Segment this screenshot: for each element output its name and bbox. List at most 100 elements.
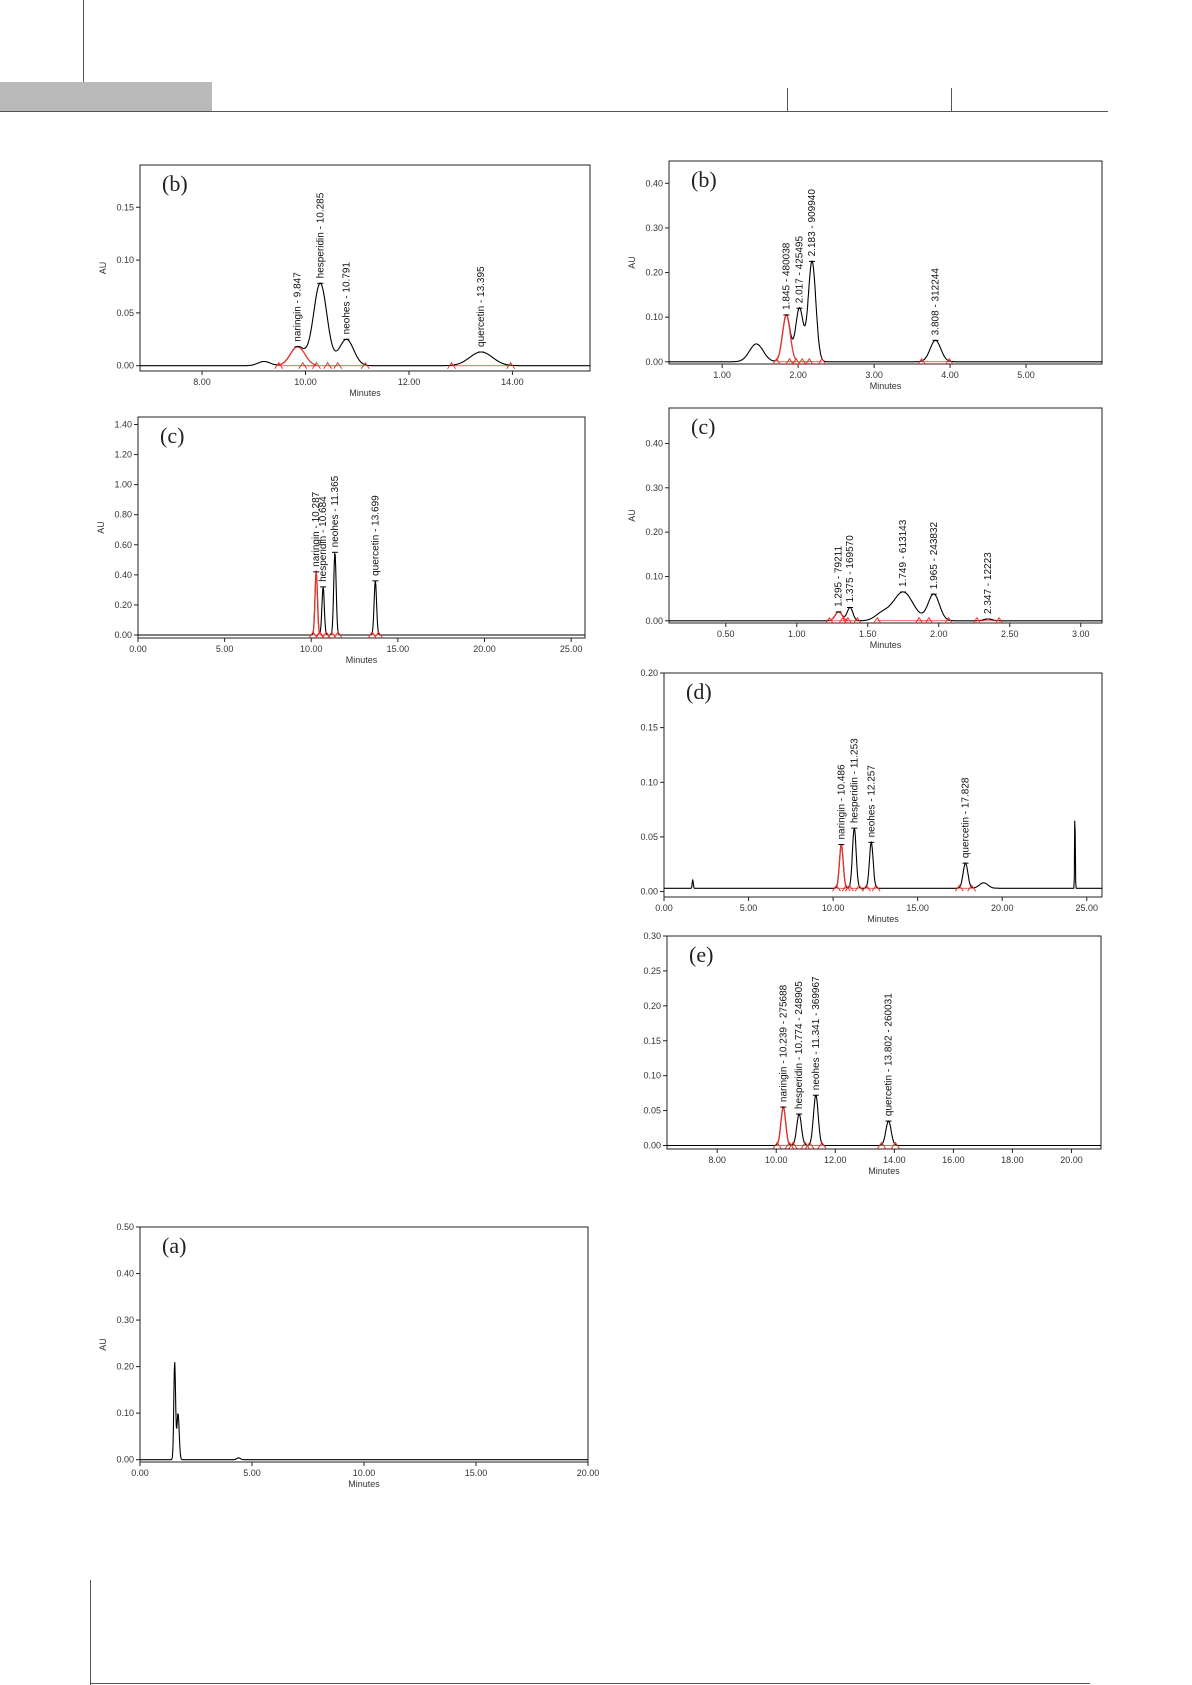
highlighted-peak [835, 843, 847, 888]
header-vertical-rule [83, 0, 84, 84]
peak-label: 2.183 - 909940 [807, 189, 818, 257]
baseline-marker [333, 361, 343, 369]
peak-label: hesperidin - 11.253 [849, 738, 860, 823]
y-tick-label: 0.20 [645, 268, 663, 278]
chromatogram-right-c: 0.00 0.10 0.20 0.30 0.40 0.50 1.00 1.50 2.00 2.50… [627, 407, 1103, 650]
highlighted-peak [278, 346, 317, 366]
baseline-marker [871, 884, 881, 892]
peak-label: 1.749 - 613143 [898, 519, 909, 587]
peak-label: quercetin - 13.802 - 260031 [883, 993, 894, 1116]
chromatogram-right-d: 0.00 0.05 0.10 0.15 0.20 0.00 5.00 10.00 15.00 20… [640, 668, 1103, 924]
peak-label: neohes - 10.791 [341, 262, 352, 335]
panel-label: (d) [686, 679, 712, 704]
x-axis-title: Minutes [870, 381, 902, 391]
x-tick-label: 10.00 [353, 1468, 376, 1478]
plot-frame [137, 416, 586, 639]
y-tick-label: 0.00 [645, 357, 663, 367]
x-tick-label: 3.00 [1072, 629, 1090, 639]
peak-label: quercetin - 17.828 [960, 777, 971, 858]
chromatogram-trace [140, 1362, 588, 1461]
baseline-marker [804, 357, 814, 366]
x-tick-label: 1.00 [713, 370, 731, 380]
chromatogram-left-c: 0.00 0.20 0.40 0.60 0.80 1.00 1.20 1.40 0.00 5.00… [96, 416, 586, 665]
x-axis-title: Minutes [870, 640, 902, 650]
y-tick-label: 0.10 [116, 255, 134, 265]
baseline-marker [772, 357, 781, 366]
y-tick-label: 0.00 [640, 887, 658, 897]
y-tick-label: 0.10 [643, 1071, 661, 1081]
chromatogram-trace [138, 552, 585, 636]
x-tick-label: 20.00 [991, 903, 1014, 913]
chromatogram-left-b: 0.00 0.05 0.10 0.15 8.00 10.00 12.00 14.00 Minut… [98, 164, 591, 398]
peak-label: quercetin - 13.395 [476, 266, 487, 347]
x-tick-label: 5.00 [216, 644, 234, 654]
chromatogram-trace [669, 591, 1102, 622]
baseline-marker [917, 357, 927, 366]
y-axis-title: AU [98, 1338, 108, 1351]
plot-frame [668, 160, 1103, 365]
chromatogram-left-a: 0.00 0.10 0.20 0.30 0.40 0.50 0.00 5.00 10.00 15.… [98, 1222, 599, 1489]
peak-label: 3.808 - 312244 [930, 268, 941, 336]
x-tick-label: 15.00 [387, 644, 410, 654]
plot-frame [139, 164, 591, 372]
chromatogram-right-e: 0.00 0.05 0.10 0.15 0.20 0.25 0.30 8.00 10.00 12.… [643, 931, 1102, 1176]
baseline-marker [872, 616, 882, 625]
panel-label: (b) [162, 171, 188, 196]
y-tick-label: 0.10 [645, 571, 663, 581]
baseline-marker [274, 361, 284, 369]
x-tick-label: 1.00 [788, 629, 806, 639]
baseline-marker [367, 631, 377, 639]
baseline-marker [785, 1141, 794, 1149]
baseline-marker [852, 616, 862, 625]
y-tick-label: 0.60 [114, 540, 132, 550]
chromatogram-trace [667, 1094, 1101, 1147]
y-tick-label: 0.25 [643, 966, 661, 976]
x-tick-label: 18.00 [1001, 1155, 1024, 1165]
x-tick-label: 3.00 [865, 370, 883, 380]
baseline-marker [788, 1141, 798, 1149]
panel-label: (c) [691, 414, 715, 439]
peak-label: 2.017 - 425495 [794, 236, 805, 304]
y-tick-label: 0.10 [645, 312, 663, 322]
x-tick-label: 10.00 [294, 377, 317, 387]
y-axis-title: AU [627, 509, 637, 522]
y-tick-label: 0.00 [116, 1455, 134, 1465]
baseline-marker [914, 616, 924, 625]
y-tick-label: 0.30 [643, 931, 661, 941]
y-tick-label: 0.00 [114, 630, 132, 640]
baseline-marker [967, 884, 977, 892]
y-axis-title: AU [627, 256, 637, 269]
baseline-marker [308, 631, 318, 639]
header-grey-band [0, 82, 212, 112]
highlighted-peak [776, 1106, 790, 1145]
x-tick-label: 14.00 [883, 1155, 906, 1165]
y-tick-label: 0.05 [643, 1106, 661, 1116]
baseline-marker [972, 616, 982, 625]
x-tick-label: 10.00 [822, 903, 845, 913]
chromatogram-trace [669, 260, 1102, 363]
x-axis-title: Minutes [349, 388, 381, 398]
x-tick-label: 10.00 [300, 644, 323, 654]
y-axis-title: AU [96, 521, 106, 534]
baseline-marker [315, 631, 325, 639]
chromatogram-trace [664, 820, 1102, 889]
plot-frame [139, 1226, 589, 1463]
x-tick-label: 0.00 [655, 903, 673, 913]
peak-label: 1.375 - 169570 [845, 535, 856, 603]
chromatogram-right-b: 0.00 0.10 0.20 0.30 0.40 1.00 2.00 3.00 4.00 5.00… [627, 160, 1103, 391]
baseline-marker [333, 631, 343, 639]
baseline-marker [800, 1141, 810, 1149]
plot-frame [666, 935, 1102, 1150]
baseline-marker [832, 884, 841, 892]
peak-label: neohes - 12.257 [866, 765, 877, 838]
baseline-marker [924, 616, 934, 625]
header-horizontal-rule [0, 111, 1108, 112]
y-tick-label: 0.10 [116, 1408, 134, 1418]
x-tick-label: 25.00 [1076, 903, 1099, 913]
x-tick-label: 25.00 [560, 644, 583, 654]
baseline-marker [797, 357, 807, 366]
x-tick-label: 5.00 [740, 903, 758, 913]
footer-vertical-rule [90, 1580, 91, 1685]
plot-frame [668, 407, 1103, 624]
x-axis-title: Minutes [867, 914, 899, 924]
